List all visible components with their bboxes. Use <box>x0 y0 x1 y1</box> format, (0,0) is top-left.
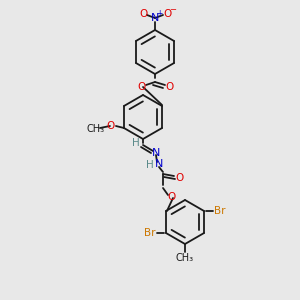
Text: CH₃: CH₃ <box>176 253 194 263</box>
Text: −: − <box>169 5 176 14</box>
Text: Br: Br <box>144 228 156 238</box>
Text: +: + <box>156 8 162 17</box>
Text: O: O <box>168 192 176 202</box>
Text: H: H <box>132 138 140 148</box>
Text: CH₃: CH₃ <box>87 124 105 134</box>
Text: H: H <box>146 160 154 170</box>
Text: O: O <box>164 9 172 19</box>
Text: N: N <box>155 159 163 169</box>
Text: O: O <box>166 82 174 92</box>
Text: O: O <box>139 9 147 19</box>
Text: Br: Br <box>214 206 226 216</box>
Text: N: N <box>151 13 159 23</box>
Text: O: O <box>138 82 146 92</box>
Text: O: O <box>107 121 115 131</box>
Text: O: O <box>175 173 183 183</box>
Text: N: N <box>152 148 160 158</box>
